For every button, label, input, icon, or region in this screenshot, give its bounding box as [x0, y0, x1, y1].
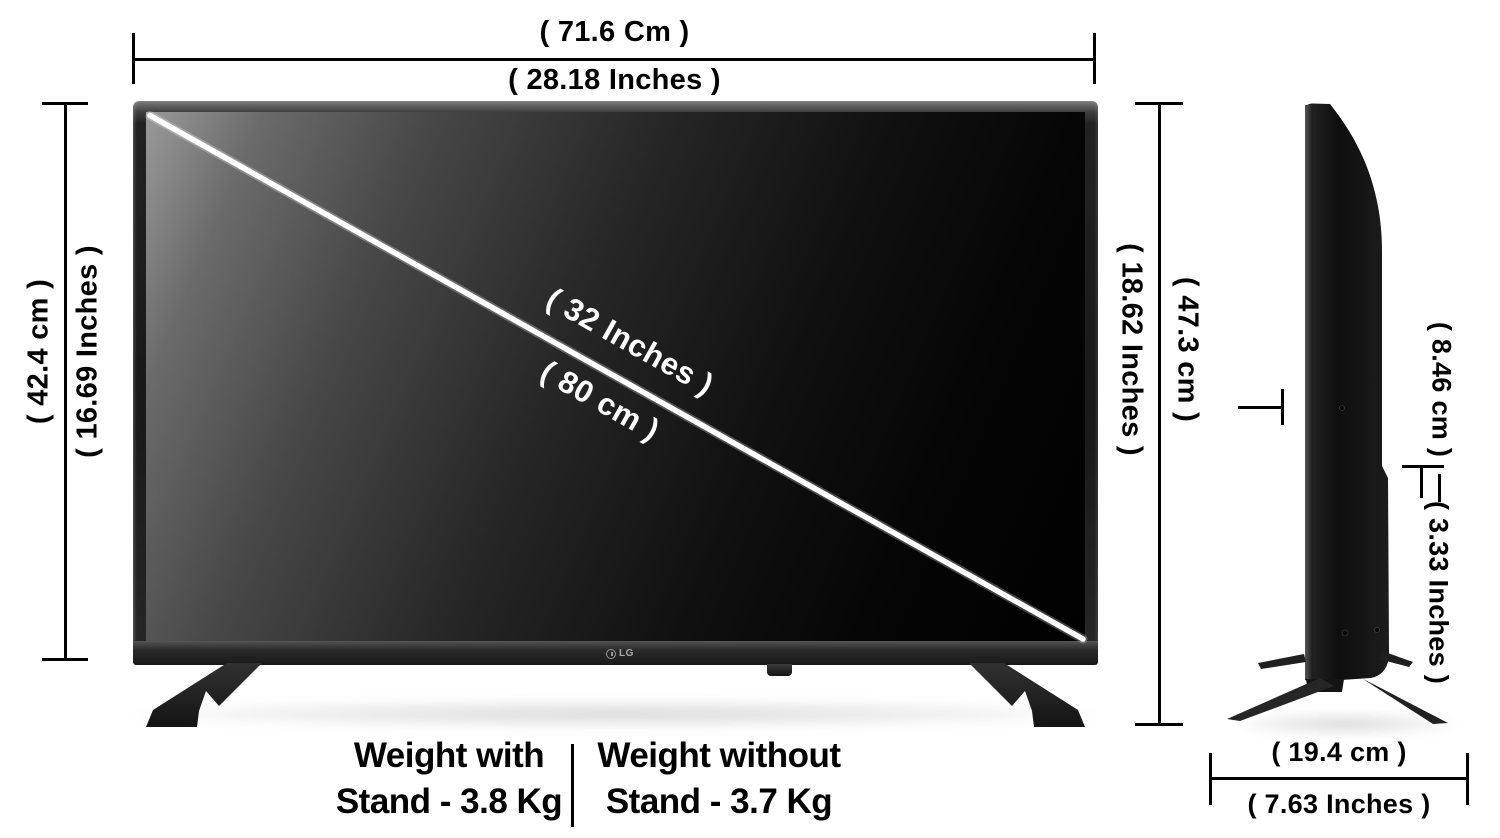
stand-width-tick-right — [1466, 753, 1469, 805]
lg-logo: LG — [598, 647, 642, 660]
depth-marker-right-tick — [1420, 465, 1423, 498]
weight-without-stand-line1: Weight without — [597, 736, 841, 775]
height-dimension-tick-bottom — [42, 658, 88, 661]
weight-without-stand-line2: Stand - 3.7 Kg — [605, 782, 833, 821]
stand-width-dimension-line — [1210, 777, 1468, 780]
overall-height-cm-label: ( 47.3 cm ) — [1171, 276, 1204, 423]
tv-side-screw-hole-1 — [1339, 405, 1345, 411]
width-inches-label: ( 28.18 Inches ) — [508, 64, 721, 96]
overall-height-dimension-line — [1158, 103, 1161, 726]
overall-height-tick-top — [1135, 102, 1183, 105]
weight-separator — [571, 744, 574, 827]
stand-width-inches-label: ( 7.63 Inches ) — [1247, 789, 1431, 819]
weight-with-stand: Weight with Stand - 3.8 Kg — [319, 733, 579, 825]
stand-width-cm-label: ( 19.4 cm ) — [1271, 737, 1407, 767]
depth-marker-left-tick — [1281, 389, 1284, 425]
height-inches-label: ( 16.69 Inches ) — [71, 245, 104, 458]
width-dimension-line — [133, 58, 1096, 61]
width-dimension-tick-right — [1093, 33, 1096, 84]
width-dimension-tick-left — [132, 33, 135, 84]
weight-without-stand: Weight without Stand - 3.7 Kg — [579, 733, 859, 825]
tv-side-body — [1305, 103, 1390, 682]
tv-side-stand-leg-front-left — [1227, 678, 1334, 721]
ir-sensor-nub — [767, 664, 792, 676]
height-cm-label: ( 42.4 cm ) — [22, 278, 55, 425]
tv-side-stand-leg-rear-left — [1258, 654, 1306, 669]
lg-logo-icon — [606, 648, 617, 659]
depth-marker-right-tick2 — [1438, 474, 1441, 502]
diagonal-measure-line — [147, 112, 1086, 642]
overall-height-inches-label: ( 18.62 Inches ) — [1115, 243, 1148, 456]
tv-side-screw-hole-3 — [1374, 627, 1380, 633]
tv-front-leg-left — [146, 663, 262, 727]
height-dimension-line — [64, 103, 67, 661]
tv-side-stand-leg-front-right — [1363, 679, 1448, 724]
tv-side-shadow — [1235, 713, 1455, 735]
lg-logo-text: LG — [619, 647, 634, 659]
tv-side-stand-leg-rear-right — [1379, 651, 1413, 667]
tv-side-front-edge — [1305, 105, 1313, 679]
weight-with-stand-line2: Stand - 3.8 Kg — [335, 782, 563, 821]
tv-front-leg-right — [969, 663, 1085, 727]
depth-inches-label: ( 3.33 Inches ) — [1423, 500, 1454, 685]
height-dimension-tick-top — [42, 102, 88, 105]
tv-front-shadow — [135, 700, 1095, 728]
weight-with-stand-line1: Weight with — [353, 736, 545, 775]
depth-marker-left-line — [1238, 406, 1284, 409]
depth-marker-right-line — [1402, 465, 1444, 468]
width-cm-label: ( 71.6 Cm ) — [539, 16, 690, 48]
overall-height-tick-bottom — [1135, 723, 1183, 726]
stand-width-tick-left — [1209, 753, 1212, 805]
tv-side-screw-hole-2 — [1341, 629, 1349, 637]
